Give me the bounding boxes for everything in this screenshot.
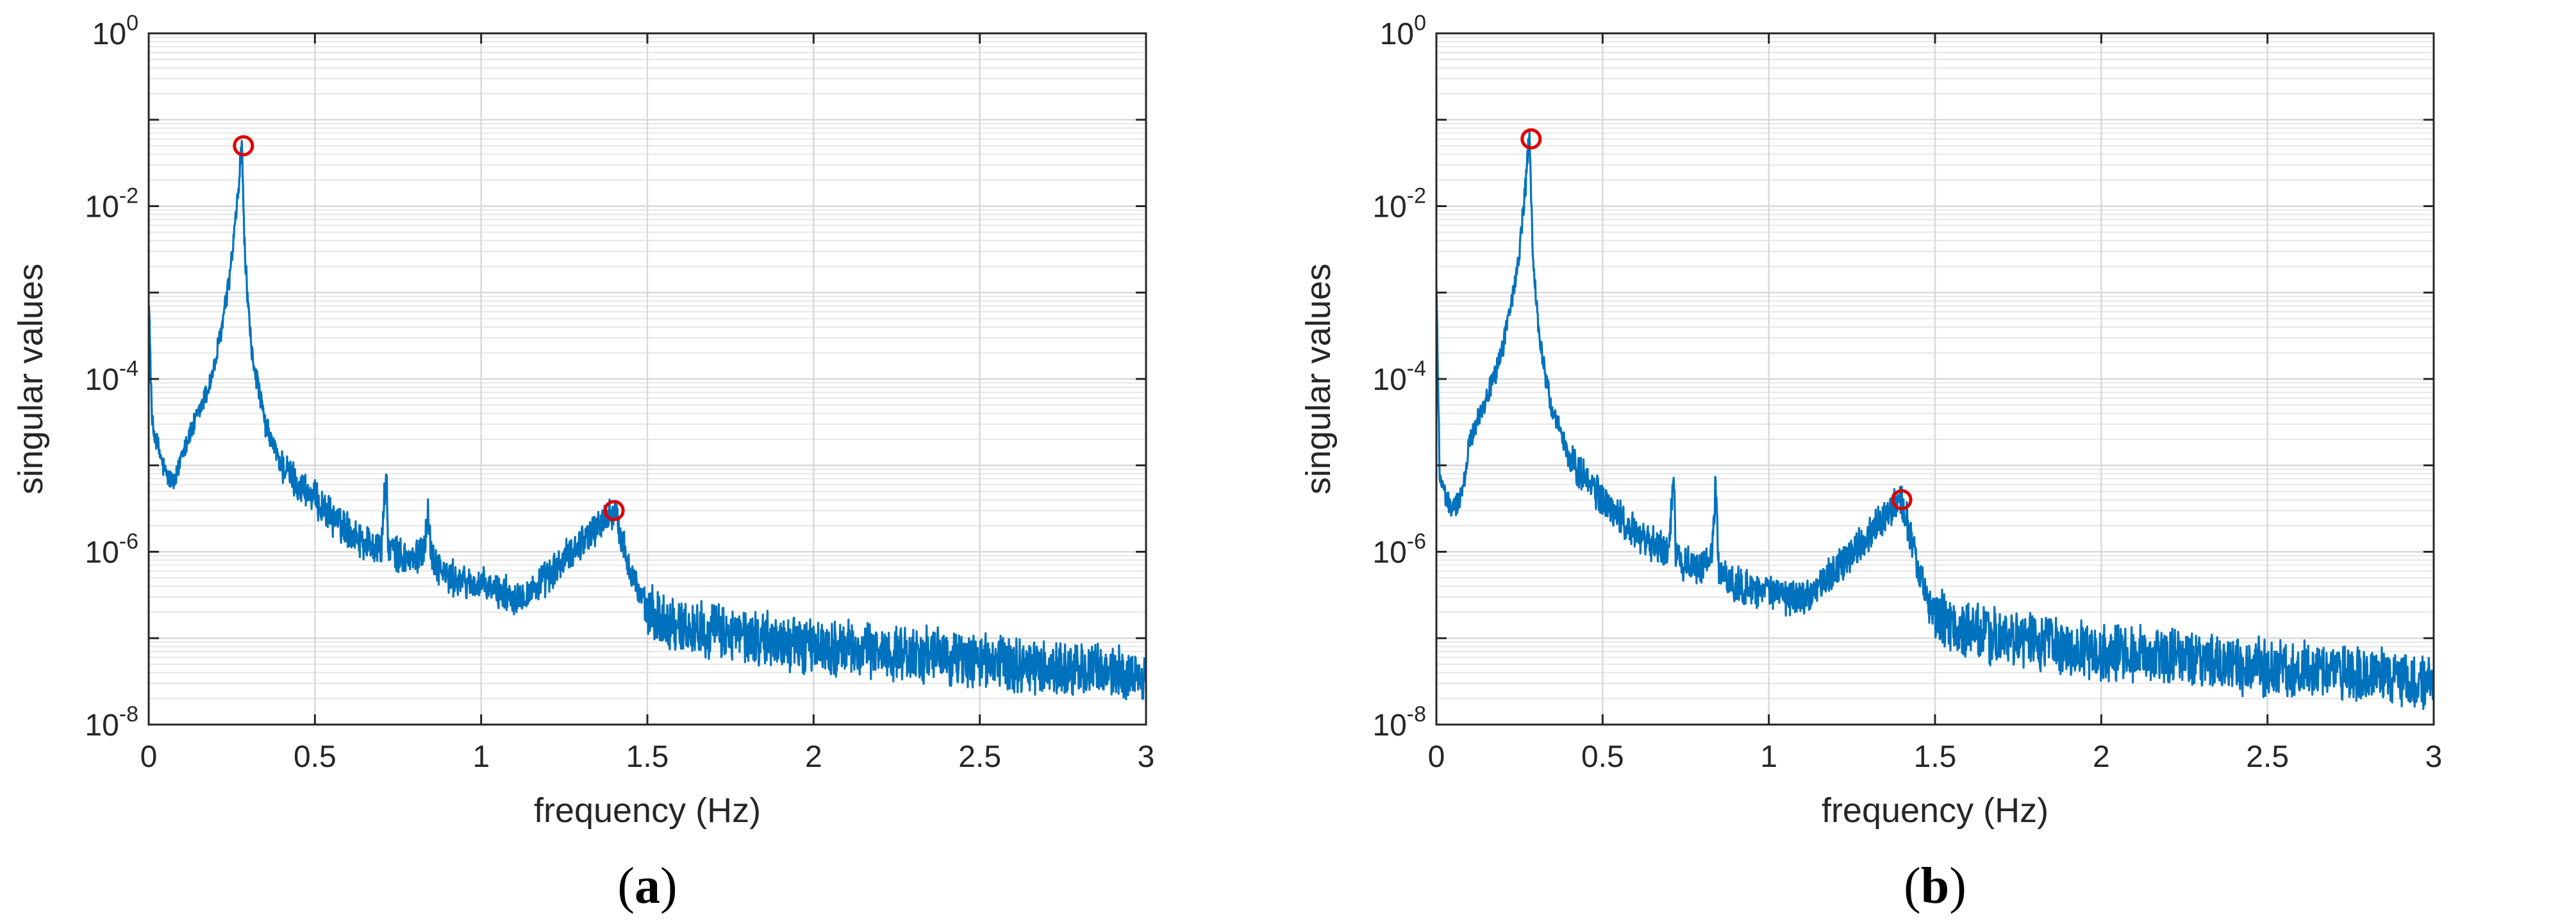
- chart-a-x-tick-label: 0.5: [294, 740, 337, 774]
- chart-b-x-tick-label: 1: [1760, 740, 1777, 774]
- chart-a-series-line: [147, 140, 1147, 701]
- chart-a-y-tick-label: 10-2: [85, 184, 138, 224]
- chart-b-y-tick-label: 10-2: [1372, 184, 1426, 224]
- chart-b-x-tick-label: 0.5: [1581, 740, 1624, 774]
- chart-a-peak-marker: [603, 500, 625, 521]
- chart-b-y-tick-label: 10-6: [1372, 530, 1426, 570]
- chart-a-panel-label: (a): [617, 858, 677, 914]
- chart-a-y-tick-label: 10-8: [85, 702, 138, 743]
- chart-b-x-tick-label: 0: [1428, 740, 1445, 774]
- chart-a-x-tick-label: 3: [1138, 740, 1155, 774]
- chart-b-peak-marker: [1891, 489, 1913, 510]
- chart-b: 0 0.5 1 1.5 2 2.5 3 10-8 10-6 10-4 10-2 100 frequenc…: [1299, 11, 2443, 914]
- chart-b-peak-marker: [1520, 128, 1542, 150]
- chart-a-y-tick-label: 10-6: [85, 530, 138, 570]
- chart-panel-b: 0 0.5 1 1.5 2 2.5 3 10-8 10-6 10-4 10-2 100 frequenc…: [1288, 0, 2575, 924]
- chart-b-y-tick-label: 10-4: [1372, 357, 1426, 397]
- chart-a-x-axis-title: frequency (Hz): [534, 791, 761, 830]
- chart-a-x-tick-label: 1: [472, 740, 490, 774]
- chart-b-x-tick-label: 2: [2093, 740, 2110, 774]
- chart-b-x-tick-label: 1.5: [1914, 740, 1957, 774]
- chart-b-y-axis-title: singular values: [1299, 264, 1338, 494]
- chart-panel-a: 0 0.5 1 1.5 2 2.5 3 10-8 10-6 10-4 10-2 100 frequenc…: [12, 11, 1155, 914]
- chart-a-x-tick-label: 2.5: [958, 740, 1001, 774]
- chart-a: 0 0.5 1 1.5 2 2.5 3 10-8 10-6 10-4 10-2 100 frequenc…: [12, 11, 1155, 914]
- chart-b-panel-label: (b): [1904, 858, 1966, 914]
- chart-a-x-tick-label: 2: [805, 740, 822, 774]
- chart-a-x-tick-label: 1.5: [626, 740, 669, 774]
- chart-a-y-tick-label: 100: [92, 11, 138, 51]
- chart-b-x-axis-title: frequency (Hz): [1822, 791, 2048, 830]
- chart-b-y-tick-label: 100: [1380, 11, 1426, 51]
- chart-b-y-tick-label: 10-8: [1372, 702, 1426, 743]
- chart-a-x-tick-label: 0: [140, 740, 158, 774]
- chart-a-y-axis-title: singular values: [12, 264, 50, 494]
- chart-a-y-tick-label: 10-4: [85, 357, 138, 397]
- chart-b-x-tick-label: 3: [2425, 740, 2443, 774]
- chart-a-peak-marker: [233, 135, 254, 156]
- chart-b-x-tick-label: 2.5: [2246, 740, 2289, 774]
- chart-b-series-line: [1435, 129, 2435, 710]
